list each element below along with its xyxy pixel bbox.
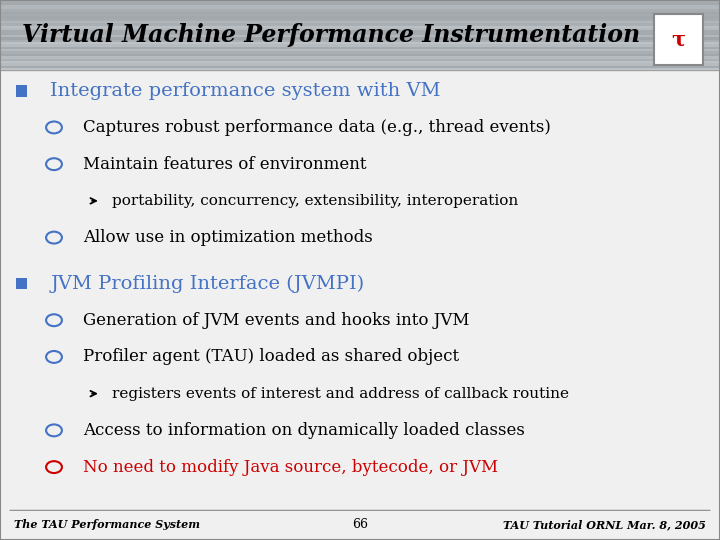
Text: Allow use in optimization methods: Allow use in optimization methods bbox=[83, 229, 372, 246]
FancyBboxPatch shape bbox=[0, 0, 720, 70]
Bar bbox=[0, 68, 720, 70]
Bar bbox=[0, 47, 720, 49]
Bar bbox=[0, 37, 720, 40]
Text: 66: 66 bbox=[352, 518, 368, 531]
Bar bbox=[0, 28, 720, 30]
Bar bbox=[0, 44, 720, 47]
Bar bbox=[0, 63, 720, 65]
Bar bbox=[0, 65, 720, 68]
Bar bbox=[0, 61, 720, 63]
FancyBboxPatch shape bbox=[16, 278, 27, 289]
Text: Maintain features of environment: Maintain features of environment bbox=[83, 156, 366, 173]
Text: Virtual Machine Performance Instrumentation: Virtual Machine Performance Instrumentat… bbox=[22, 23, 640, 47]
Bar bbox=[0, 42, 720, 44]
Text: τ: τ bbox=[672, 29, 685, 49]
Bar bbox=[0, 7, 720, 9]
Bar bbox=[0, 23, 720, 26]
Bar bbox=[0, 26, 720, 28]
FancyBboxPatch shape bbox=[16, 85, 27, 97]
Bar bbox=[0, 51, 720, 54]
Bar bbox=[0, 5, 720, 7]
Bar bbox=[0, 49, 720, 51]
Text: JVM Profiling Interface (JVMPI): JVM Profiling Interface (JVMPI) bbox=[50, 274, 364, 293]
Text: registers events of interest and address of callback routine: registers events of interest and address… bbox=[112, 387, 569, 401]
Text: No need to modify Java source, bytecode, or JVM: No need to modify Java source, bytecode,… bbox=[83, 458, 498, 476]
Bar bbox=[0, 21, 720, 23]
Bar bbox=[0, 9, 720, 12]
Text: portability, concurrency, extensibility, interoperation: portability, concurrency, extensibility,… bbox=[112, 194, 518, 208]
Bar bbox=[0, 0, 720, 2]
Text: The TAU Performance System: The TAU Performance System bbox=[14, 519, 200, 530]
FancyBboxPatch shape bbox=[654, 14, 703, 65]
Bar bbox=[0, 40, 720, 42]
Bar bbox=[0, 12, 720, 14]
Bar bbox=[0, 14, 720, 16]
Bar bbox=[0, 19, 720, 21]
Bar bbox=[0, 56, 720, 58]
Text: Captures robust performance data (e.g., thread events): Captures robust performance data (e.g., … bbox=[83, 119, 551, 136]
Bar bbox=[0, 30, 720, 33]
Bar bbox=[0, 33, 720, 35]
Text: TAU Tutorial ORNL Mar. 8, 2005: TAU Tutorial ORNL Mar. 8, 2005 bbox=[503, 519, 706, 530]
Text: Integrate performance system with VM: Integrate performance system with VM bbox=[50, 82, 441, 100]
Bar bbox=[0, 2, 720, 5]
Bar bbox=[0, 16, 720, 19]
Bar bbox=[0, 35, 720, 37]
Bar bbox=[0, 54, 720, 56]
Text: Access to information on dynamically loaded classes: Access to information on dynamically loa… bbox=[83, 422, 525, 439]
Bar bbox=[0, 58, 720, 61]
Text: Generation of JVM events and hooks into JVM: Generation of JVM events and hooks into … bbox=[83, 312, 469, 329]
Text: Profiler agent (TAU) loaded as shared object: Profiler agent (TAU) loaded as shared ob… bbox=[83, 348, 459, 366]
